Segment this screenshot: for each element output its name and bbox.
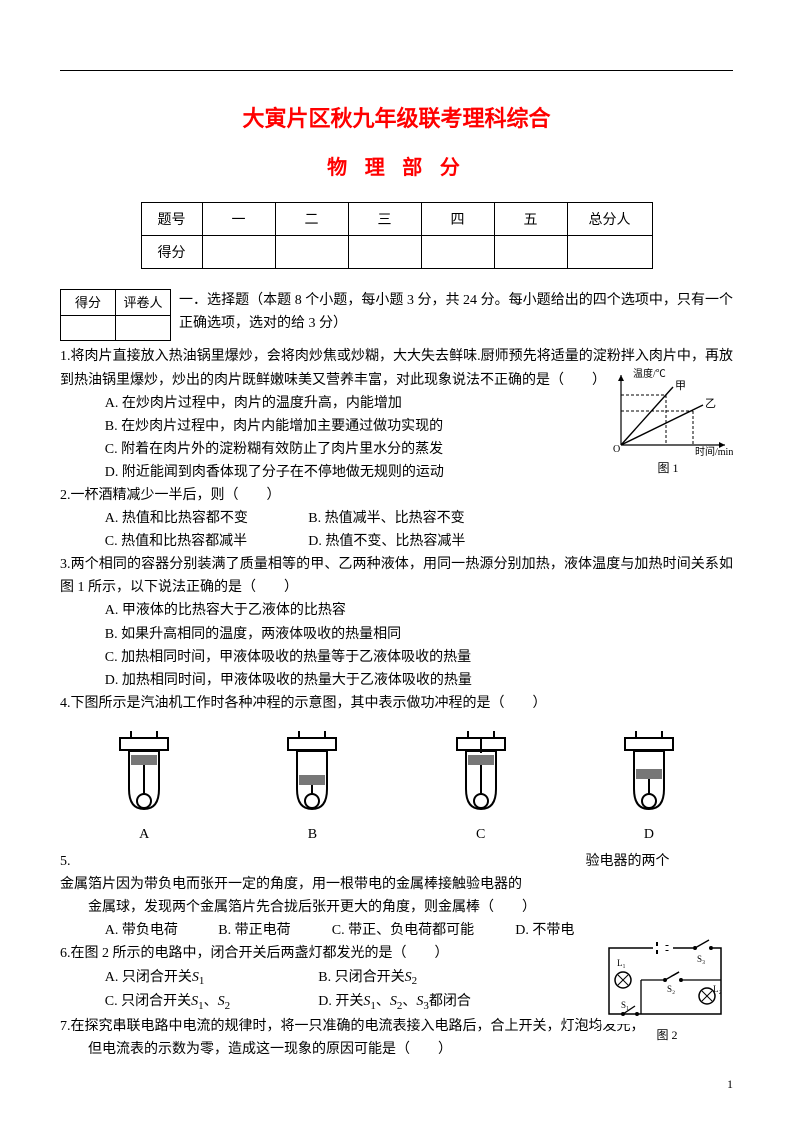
- score-header: 三: [348, 203, 421, 236]
- option-d: D. 不带电: [515, 919, 574, 942]
- options-row: A. 热值和比热容都不变 B. 热值减半、比热容不变: [60, 507, 733, 530]
- circuit-icon: L₁ L₂ S₁: [601, 938, 729, 1024]
- score-header: 四: [421, 203, 494, 236]
- q5-lead: 5.: [60, 854, 71, 869]
- page-number: 1: [727, 1077, 733, 1092]
- svg-text:甲: 甲: [675, 380, 686, 392]
- engine-a: A: [99, 729, 189, 846]
- option-b: B. 只闭合开关 S2: [318, 966, 417, 991]
- option-d: D. 热值不变、比热容减半: [308, 530, 465, 553]
- question-2: 2.一杯酒精减少一半后，则（ ）: [60, 484, 733, 507]
- figure-engines: A B: [60, 729, 733, 846]
- engine-icon: [604, 729, 694, 819]
- svg-text:乙: 乙: [705, 397, 716, 410]
- option-c: C. 热值和比热容都减半: [105, 530, 305, 553]
- engine-c: C: [436, 729, 526, 846]
- question-5: 5. 验电器的两个: [60, 850, 733, 873]
- option-d: D. 加热相同时间，甲液体吸收的热量大于乙液体吸收的热量: [60, 669, 733, 692]
- score-cell: [494, 236, 567, 269]
- svg-text:温度/℃: 温度/℃: [633, 367, 666, 380]
- page-subtitle: 物 理 部 分: [60, 151, 733, 180]
- top-rule: [60, 70, 733, 71]
- grader-box: 得分 评卷人: [60, 289, 171, 341]
- engine-b: B: [267, 729, 357, 846]
- question-4: 4.下图所示是汽油机工作时各种冲程的示意图，其中表示做功冲程的是（ ）: [60, 692, 733, 715]
- table-row: 题号 一 二 三 四 五 总分人: [141, 203, 652, 236]
- engine-icon: [99, 729, 189, 819]
- q5-line3: 金属球，发现两个金属箔片先合拢后张开更大的角度，则金属棒（ ）: [60, 896, 733, 919]
- score-label: 得分: [141, 236, 202, 269]
- page-title: 大寅片区秋九年级联考理科综合: [60, 101, 733, 133]
- figure-1: 温度/℃ 时间/min O 甲 乙 图 1: [603, 367, 733, 479]
- option-a: A. 只闭合开关 S1: [105, 966, 315, 991]
- option-d: D. 开关 S1、S2、S3 都闭合: [318, 990, 471, 1015]
- figure-1-caption: 图 1: [657, 461, 678, 475]
- score-cell: [275, 236, 348, 269]
- grader-cell: [116, 316, 171, 341]
- section-header: 得分 评卷人 一．选择题（本题 8 个小题，每小题 3 分，共 24 分。每小题…: [60, 289, 733, 341]
- option-c: C. 只闭合开关 S1、S2: [105, 990, 315, 1015]
- svg-text:L₁: L₁: [617, 958, 626, 968]
- score-cell: [421, 236, 494, 269]
- option-b: B. 热值减半、比热容不变: [308, 507, 464, 530]
- question-3: 3.两个相同的容器分别装满了质量相等的甲、乙两种液体，用同一热源分别加热，液体温…: [60, 553, 733, 599]
- svg-text:S₁: S₁: [621, 1000, 629, 1010]
- option-a: A. 带负电荷: [105, 919, 215, 942]
- score-header: 题号: [141, 203, 202, 236]
- engine-icon: [267, 729, 357, 819]
- grader-label: 得分: [61, 290, 116, 316]
- grader-cell: [61, 316, 116, 341]
- q5-line2: 金属箔片因为带负电而张开一定的角度，用一根带电的金属棒接触验电器的: [60, 873, 733, 896]
- grader-label: 评卷人: [116, 290, 171, 316]
- q5-tail: 验电器的两个: [586, 854, 670, 869]
- engine-label: C: [476, 827, 485, 842]
- svg-text:O: O: [613, 444, 620, 455]
- option-c: C. 加热相同时间，甲液体吸收的热量等于乙液体吸收的热量: [60, 646, 733, 669]
- engine-label: D: [644, 827, 654, 842]
- option-a: A. 热值和比热容都不变: [105, 507, 305, 530]
- figure-2-caption: 图 2: [656, 1028, 677, 1042]
- score-header: 一: [202, 203, 275, 236]
- score-header: 总分人: [567, 203, 652, 236]
- option-b: B. 带正电荷: [218, 919, 328, 942]
- figure-2: L₁ L₂ S₁: [601, 938, 733, 1046]
- option-a: A. 甲液体的比热容大于乙液体的比热容: [60, 599, 733, 622]
- svg-text:时间/min: 时间/min: [695, 445, 733, 457]
- table-row: 得分: [141, 236, 652, 269]
- score-table: 题号 一 二 三 四 五 总分人 得分: [141, 202, 653, 269]
- option-c: C. 带正、负电荷都可能: [332, 919, 512, 942]
- svg-text:S₃: S₃: [697, 954, 705, 964]
- score-cell: [567, 236, 652, 269]
- svg-text:S₂: S₂: [667, 984, 675, 994]
- engine-label: A: [139, 827, 149, 842]
- score-cell: [202, 236, 275, 269]
- engine-icon: [436, 729, 526, 819]
- score-cell: [348, 236, 421, 269]
- score-header: 二: [275, 203, 348, 236]
- engine-label: B: [308, 827, 317, 842]
- option-b: B. 如果升高相同的温度，两液体吸收的热量相同: [60, 623, 733, 646]
- engine-d: D: [604, 729, 694, 846]
- options-row: C. 热值和比热容都减半 D. 热值不变、比热容减半: [60, 530, 733, 553]
- chart-icon: 温度/℃ 时间/min O 甲 乙: [603, 367, 733, 457]
- svg-text:L₂: L₂: [713, 984, 722, 994]
- score-header: 五: [494, 203, 567, 236]
